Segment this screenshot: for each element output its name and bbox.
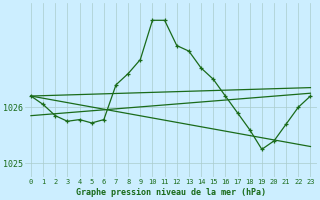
- X-axis label: Graphe pression niveau de la mer (hPa): Graphe pression niveau de la mer (hPa): [76, 188, 266, 197]
